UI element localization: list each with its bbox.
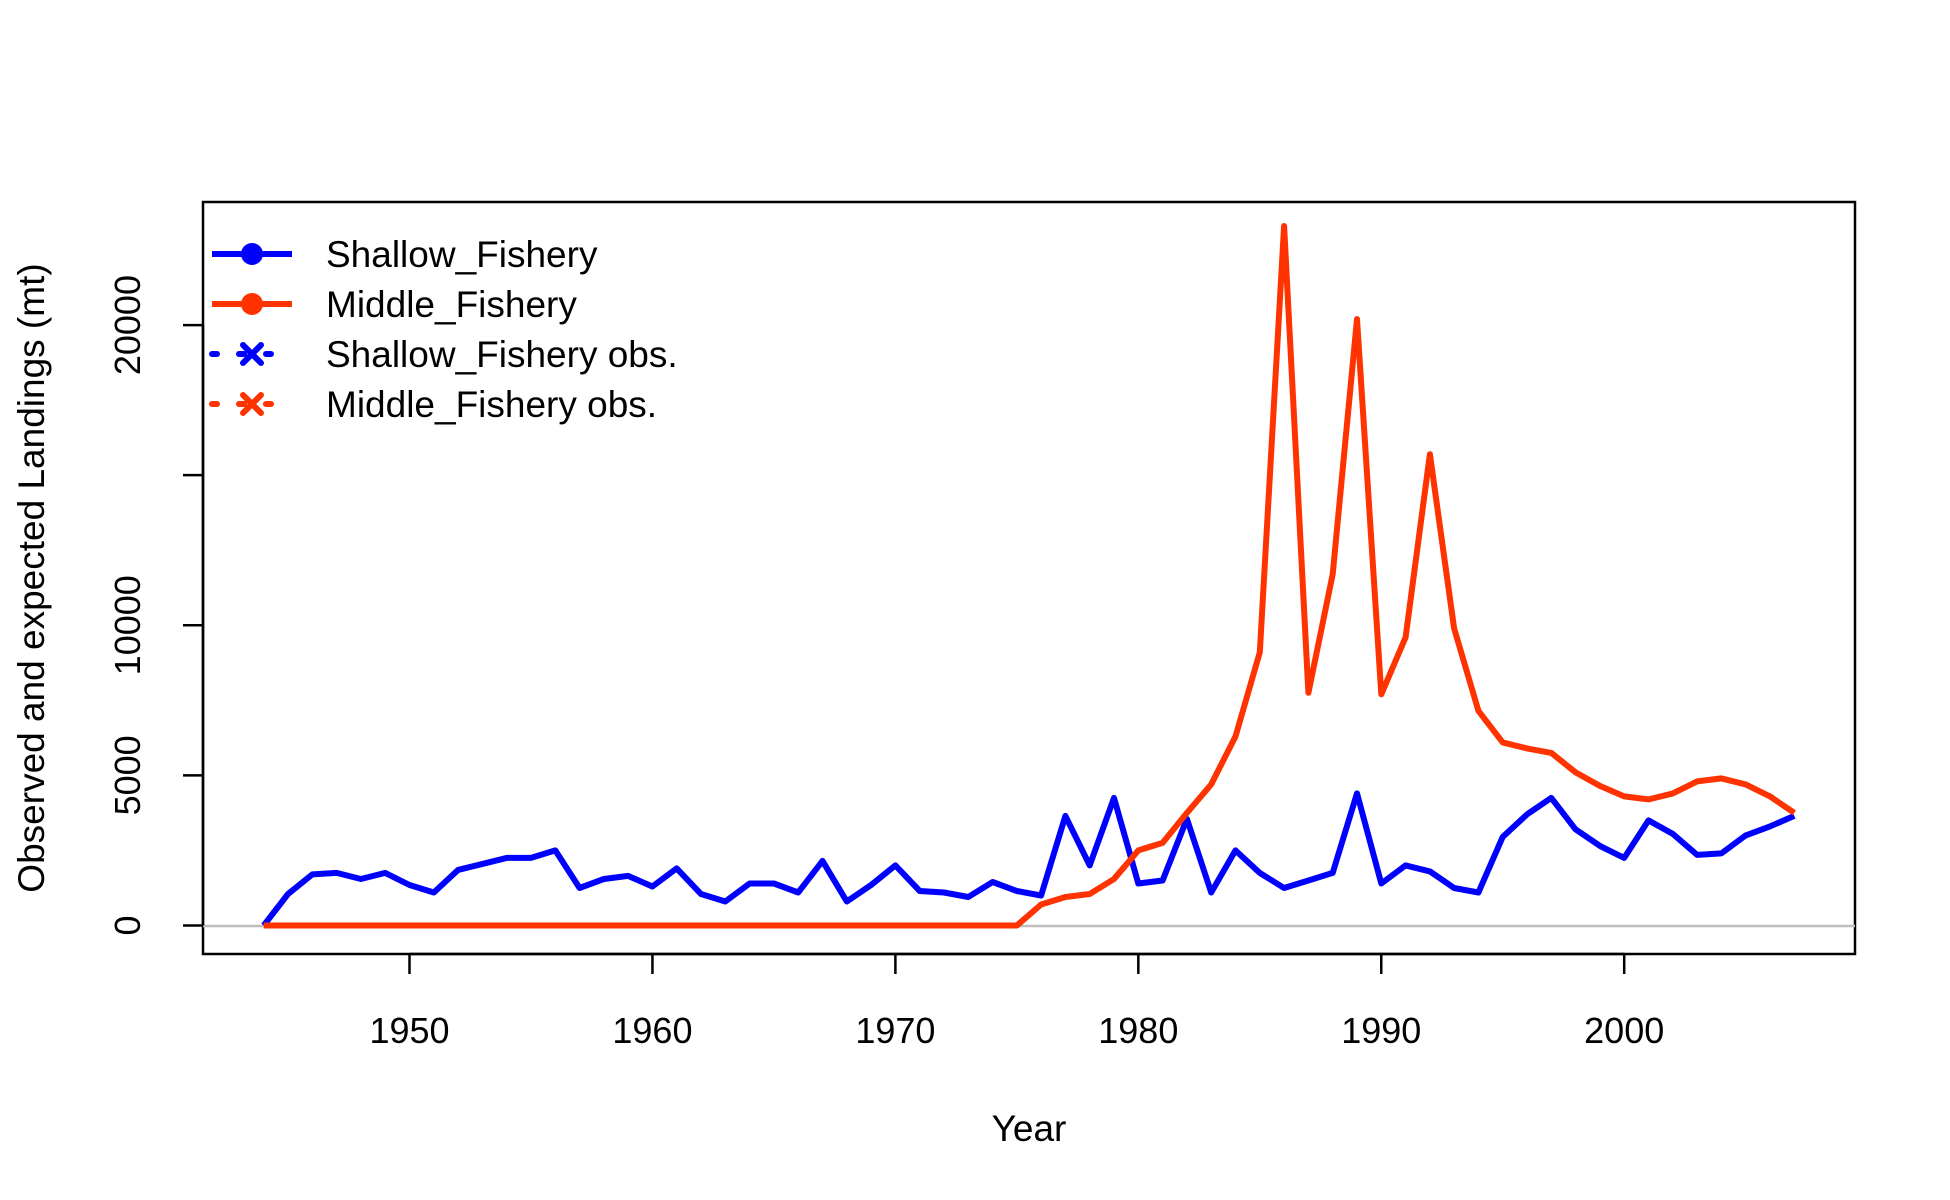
x-axis: 1950 1960 1970 1980 1990 2000 <box>369 952 1664 1051</box>
legend-marker-x <box>240 342 264 366</box>
legend-label: Shallow_Fishery <box>326 234 598 275</box>
y-tick-label: 0 <box>107 915 148 935</box>
legend-item: Middle_Fishery obs. <box>209 384 657 425</box>
legend-item: Middle_Fishery <box>212 284 577 325</box>
y-axis: 0 5000 10000 20000 <box>107 275 205 935</box>
series-layer <box>261 223 1796 929</box>
legend: Shallow_Fishery Middle_Fishery Shallow_Fis… <box>209 234 678 425</box>
x-tick-label: 1960 <box>612 1010 692 1051</box>
x-axis-title: Year <box>992 1108 1067 1149</box>
y-tick-label: 5000 <box>107 735 148 815</box>
legend-marker-dot <box>241 293 263 315</box>
x-tick-label: 1990 <box>1341 1010 1421 1051</box>
legend-item: Shallow_Fishery obs. <box>209 334 678 375</box>
x-tick-label: 1950 <box>369 1010 449 1051</box>
series-line-middle-fishery <box>263 223 1796 929</box>
y-tick-label: 20000 <box>107 275 148 375</box>
y-axis-title: Observed and expected Landings (mt) <box>11 263 52 892</box>
legend-label: Shallow_Fishery obs. <box>326 334 678 375</box>
series-line-shallow-fishery <box>261 790 1796 928</box>
x-tick-label: 1980 <box>1098 1010 1178 1051</box>
legend-label: Middle_Fishery obs. <box>326 384 657 425</box>
legend-marker-dot <box>241 243 263 265</box>
x-tick-label: 1970 <box>855 1010 935 1051</box>
legend-marker-x <box>240 392 264 416</box>
x-tick-label: 2000 <box>1584 1010 1664 1051</box>
legend-label: Middle_Fishery <box>326 284 577 325</box>
legend-item: Shallow_Fishery <box>212 234 598 275</box>
y-tick-label: 10000 <box>107 575 148 675</box>
